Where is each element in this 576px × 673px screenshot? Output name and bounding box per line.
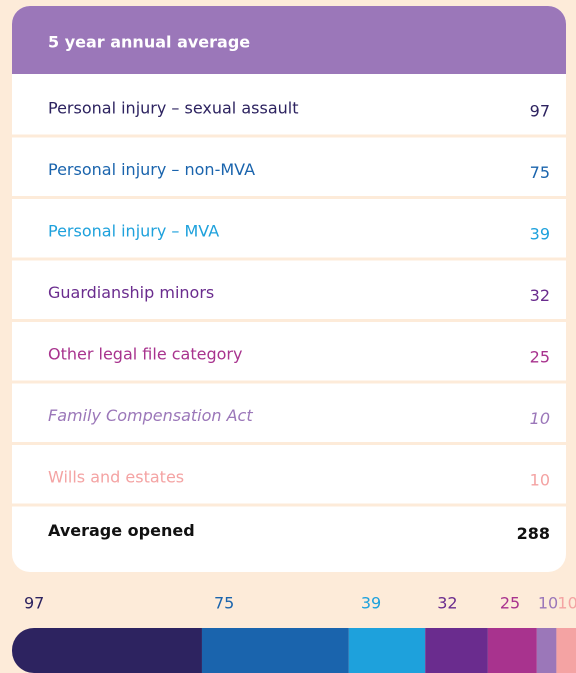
row-label: Personal injury – non-MVA	[48, 160, 255, 179]
row-separator	[12, 503, 566, 507]
row-value: 39	[530, 224, 550, 243]
row-separator	[12, 319, 566, 322]
bar-label: 97	[24, 594, 44, 613]
total-label: Average opened	[48, 521, 195, 540]
bar-segment	[201, 628, 349, 673]
table-rows: Personal injury – sexual assault 97 Person…	[12, 98, 566, 543]
bar-label: 10	[557, 594, 576, 613]
bar-labels: 97 75 39 32 25 10 10	[24, 594, 576, 613]
card-background	[12, 6, 566, 572]
stacked-bar	[12, 628, 576, 673]
row-value: 10	[530, 409, 550, 428]
bar-label: 32	[437, 594, 457, 613]
row-separator	[12, 442, 566, 445]
row-separator	[12, 380, 566, 384]
bar-segment	[425, 628, 488, 673]
card	[12, 6, 566, 572]
row-separator	[12, 257, 566, 261]
row-label: Family Compensation Act	[48, 406, 253, 425]
total-value: 288	[517, 524, 550, 543]
card-header	[12, 6, 566, 74]
row-label: Personal injury – MVA	[48, 221, 219, 240]
row-label: Wills and estates	[48, 467, 184, 486]
row-label: Personal injury – sexual assault	[48, 98, 298, 117]
row-separator	[12, 196, 566, 199]
bar-label: 39	[361, 594, 381, 613]
row-label: Other legal file category	[48, 344, 242, 363]
row-value: 97	[530, 101, 550, 120]
row-value: 32	[530, 286, 550, 305]
bar-segment	[487, 628, 537, 673]
bar-segment	[12, 628, 202, 673]
bar-label: 25	[500, 594, 520, 613]
row-label: Guardianship minors	[48, 283, 214, 302]
row-separator	[12, 134, 566, 138]
row-value: 75	[530, 163, 550, 182]
bar-segment	[348, 628, 426, 673]
row-value: 10	[530, 470, 550, 489]
bar-label: 10	[538, 594, 558, 613]
table-title: 5 year annual average	[48, 33, 250, 52]
bar-segment	[536, 628, 557, 673]
row-value: 25	[530, 347, 550, 366]
bar-segment	[556, 628, 576, 673]
bar-label: 75	[214, 594, 234, 613]
